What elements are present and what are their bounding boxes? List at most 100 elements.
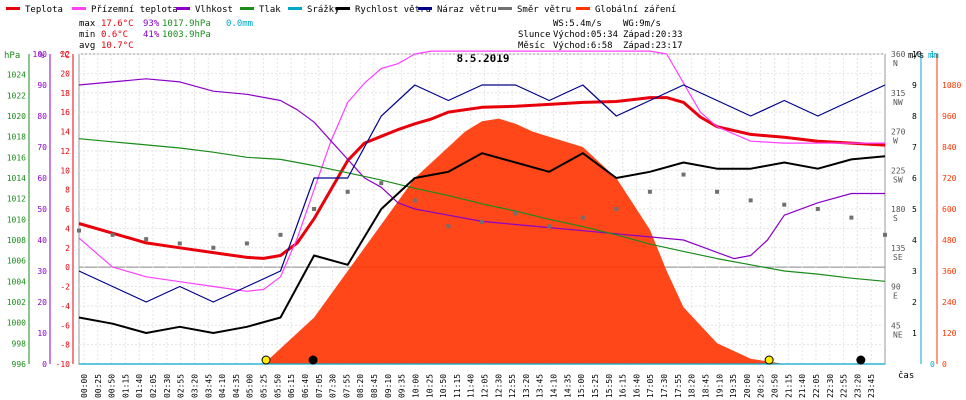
tick-wm2-9: 1080: [942, 81, 961, 90]
tick-pct-9: 90: [37, 81, 47, 90]
legend-label-6: Náraz větru: [437, 5, 497, 15]
tick-mm-1: 1: [930, 50, 935, 59]
tick-dir-1: 315: [891, 89, 906, 98]
chart-title: 8.5.2019: [457, 52, 510, 65]
tick-x-52: 21:40: [798, 374, 807, 398]
tick-wm2-7: 840: [942, 143, 957, 152]
tick-pct-8: 80: [37, 112, 47, 121]
tick-x-13: 05:25: [260, 374, 269, 398]
tick-hpa-0: 996: [12, 360, 27, 369]
tick-degc-13: 16: [60, 108, 70, 117]
tick-dir-3: 225: [891, 166, 906, 175]
series-wind-dir-point-24: [883, 232, 887, 237]
tick-hpa-7: 1010: [7, 215, 26, 224]
series-wind-dir-point-9: [379, 181, 384, 186]
info-sun-rise: Východ:05:34: [553, 30, 618, 40]
tick-x-20: 08:20: [356, 374, 365, 398]
tick-degc-8: 6: [65, 205, 70, 214]
tick-ms-9: 9: [912, 81, 917, 90]
legend-label-8: Globální záření: [595, 5, 676, 15]
tick-hpa-11: 1018: [7, 133, 26, 142]
tick-hpa-13: 1022: [7, 91, 26, 100]
series-wind-dir-point-19: [715, 189, 720, 194]
tick-wm2-8: 960: [942, 112, 957, 121]
tick-x-5: 02:05: [149, 374, 158, 398]
tick-dir-label-4: S: [893, 214, 898, 223]
tick-dir-label-5: SE: [893, 253, 903, 262]
stats-max-temp: 17.6°C: [101, 19, 134, 29]
stats-min-temp: 0.6°C: [101, 30, 128, 40]
series-wind-dir-point-20: [748, 198, 753, 203]
tick-x-26: 10:50: [439, 374, 448, 398]
tick-x-3: 01:15: [121, 374, 130, 398]
tick-dir-7: 45: [891, 321, 901, 330]
tick-dir-label-7: NE: [893, 330, 903, 339]
tick-wm2-5: 600: [942, 205, 957, 214]
tick-degc-2: -6: [60, 321, 70, 330]
series-wind-dir-point-11: [446, 224, 451, 229]
stats-max-rain: 0.0mm: [226, 19, 253, 29]
plot-area: [77, 50, 887, 365]
tick-x-22: 09:10: [384, 374, 393, 398]
series-radiation: [79, 118, 885, 364]
legend-label-5: Rychlost větru: [355, 5, 431, 15]
tick-pct-10: 100: [33, 50, 48, 59]
tick-x-32: 13:20: [522, 374, 531, 398]
tick-hpa-6: 1008: [7, 236, 26, 245]
tick-degc-6: 2: [65, 244, 70, 253]
tick-x-37: 15:25: [591, 374, 600, 398]
axis-title-pct: %: [39, 51, 45, 61]
axes: hPa% °C9969981000100210041006100810101012…: [4, 50, 961, 398]
tick-hpa-1: 998: [12, 339, 27, 348]
tick-mm-0: 0: [930, 360, 935, 369]
tick-x-34: 14:10: [550, 374, 559, 398]
tick-degc-16: 22: [60, 50, 70, 59]
legend-swatch-4: [288, 7, 302, 10]
legend-label-2: Vlhkost: [195, 5, 233, 15]
tick-x-23: 09:35: [398, 374, 407, 398]
axis-title-degc: °C: [59, 51, 70, 61]
tick-pct-2: 20: [37, 298, 47, 307]
tick-x-41: 17:05: [646, 374, 655, 398]
legend-label-4: Srážky: [307, 5, 340, 15]
tick-x-18: 07:30: [329, 374, 338, 398]
tick-x-47: 19:35: [729, 374, 738, 398]
tick-degc-3: -4: [60, 302, 70, 311]
series-line-4: [78, 152, 886, 334]
tick-x-35: 14:35: [563, 374, 572, 398]
tick-x-46: 19:10: [715, 374, 724, 398]
tick-x-10: 04:10: [218, 374, 227, 398]
info-moon-set: Západ:23:17: [623, 41, 683, 51]
legend-label-7: Směr větru: [517, 5, 571, 15]
tick-x-29: 12:05: [481, 374, 490, 398]
series-wind-dir-point-10: [412, 198, 417, 203]
tick-degc-1: -8: [60, 341, 70, 350]
series-wind-dir-point-12: [480, 219, 484, 224]
tick-ms-10: 10: [912, 50, 922, 59]
tick-x-49: 20:25: [757, 374, 766, 398]
series-wind-dir-point-17: [647, 189, 652, 194]
tick-wm2-2: 240: [942, 298, 957, 307]
series-wind-dir-point-13: [513, 211, 518, 216]
tick-degc-5: 0: [65, 263, 70, 272]
tick-x-21: 08:45: [370, 374, 379, 398]
tick-degc-14: 18: [60, 89, 70, 98]
series-wind-dir-point-8: [345, 189, 350, 194]
tick-x-54: 22:30: [826, 374, 835, 398]
legend-swatch-0: [6, 7, 20, 10]
tick-ms-3: 3: [912, 267, 917, 276]
info-sun-set: Západ:20:33: [623, 30, 683, 40]
tick-dir-label-2: W: [893, 137, 898, 146]
stats-avg-temp: 10.7°C: [101, 41, 134, 51]
marker-sunrise: [261, 355, 271, 365]
series-wind-dir-point-2: [144, 237, 149, 242]
series-wind-dir-point-21: [782, 202, 787, 207]
tick-x-27: 11:15: [453, 374, 462, 398]
series-wind-dir-point-16: [614, 207, 619, 211]
tick-dir-6: 90: [891, 283, 901, 292]
tick-hpa-3: 1002: [7, 298, 26, 307]
series-wind-dir-point-3: [177, 241, 182, 246]
stats-min-label: min: [79, 30, 95, 40]
tick-dir-2: 270: [891, 128, 906, 137]
